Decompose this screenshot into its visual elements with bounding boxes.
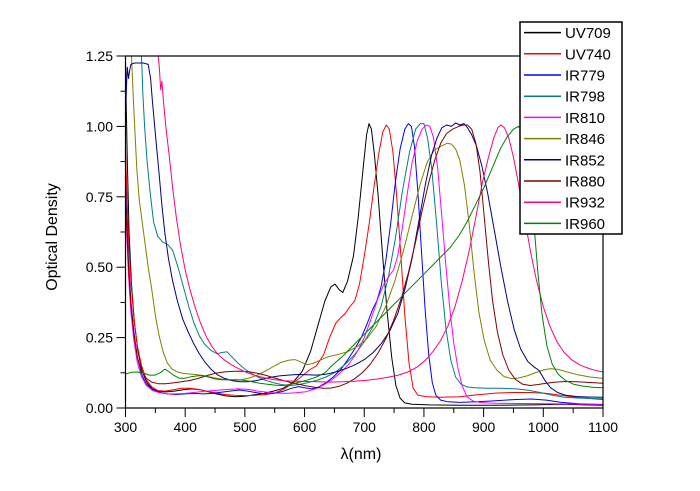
legend-label-IR960: IR960 <box>565 216 605 233</box>
legend-label-IR932: IR932 <box>565 195 605 212</box>
y-axis-title: Optical Density <box>44 183 61 291</box>
x-tick-label: 300 <box>114 419 138 435</box>
y-tick-label: 0.50 <box>86 259 113 275</box>
x-tick-label: 900 <box>472 419 496 435</box>
x-tick-label: 700 <box>353 419 377 435</box>
x-tick-label: 500 <box>233 419 257 435</box>
x-tick-label: 1000 <box>528 419 559 435</box>
legend-label-IR810: IR810 <box>565 110 605 127</box>
y-tick-label: 0.75 <box>86 189 113 205</box>
y-tick-label: 0.00 <box>86 400 113 416</box>
legend-label-IR779: IR779 <box>565 68 605 85</box>
x-tick-label: 800 <box>412 419 436 435</box>
x-tick-label: 600 <box>293 419 317 435</box>
y-tick-label: 1.25 <box>86 48 113 64</box>
legend-label-IR846: IR846 <box>565 131 605 148</box>
y-tick-label: 1.00 <box>86 118 113 134</box>
legend-label-UV709: UV709 <box>565 25 611 42</box>
legend-label-UV740: UV740 <box>565 46 611 63</box>
curve-IR810 <box>125 124 603 405</box>
curve-IR880 <box>125 124 603 389</box>
legend-label-IR798: IR798 <box>565 89 605 106</box>
curve-UV709 <box>125 58 603 406</box>
legend-label-IR880: IR880 <box>565 174 605 191</box>
x-axis-title: λ(nm) <box>340 446 382 463</box>
y-tick-label: 0.25 <box>86 330 113 346</box>
curve-IR798 <box>140 56 603 400</box>
x-tick-label: 1100 <box>588 419 618 435</box>
curve-IR846 <box>130 56 603 381</box>
x-tick-label: 400 <box>174 419 198 435</box>
curve-UV740 <box>125 124 603 401</box>
legend-box <box>519 21 623 235</box>
curve-IR852 <box>125 62 603 398</box>
legend-label-IR852: IR852 <box>565 152 605 169</box>
